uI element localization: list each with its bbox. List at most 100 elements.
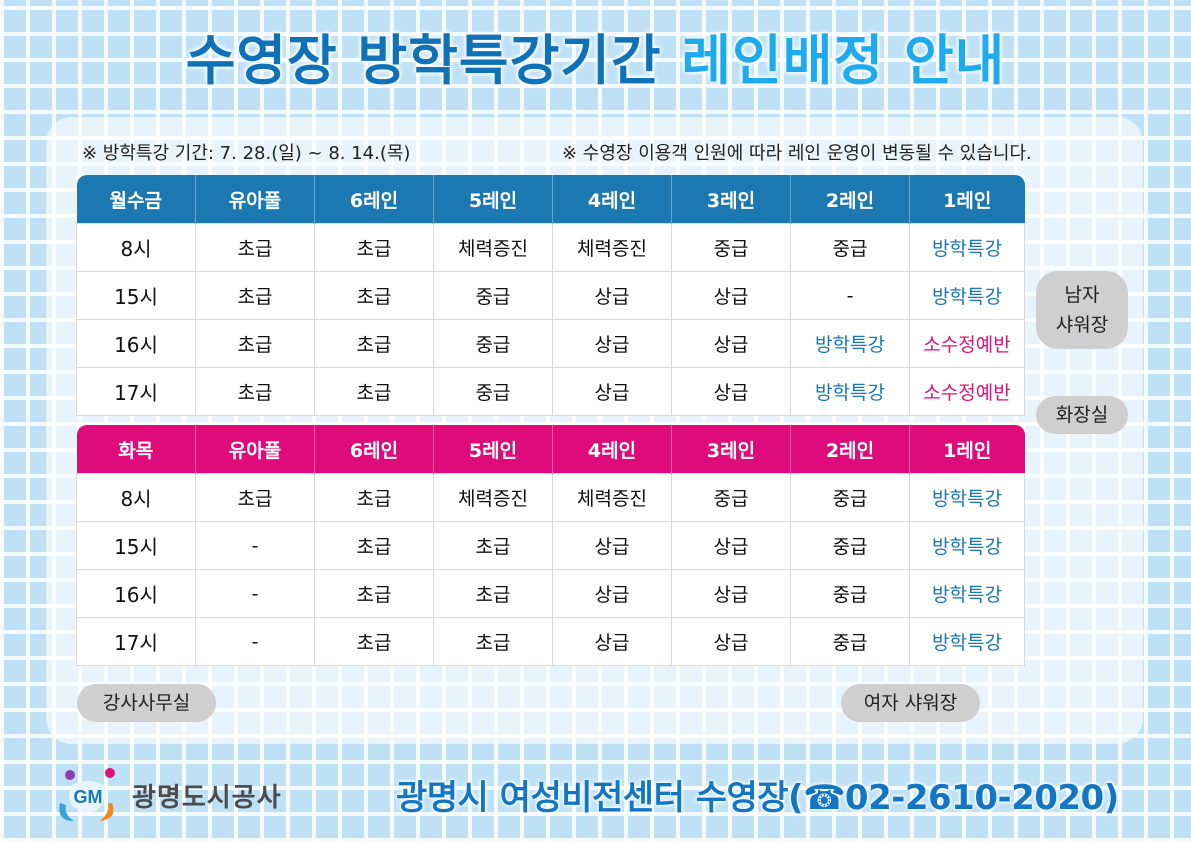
tt-lane-cell: 방학특강: [909, 569, 1025, 618]
lane-change-notice: ※ 수영장 이용객 인원에 따라 레인 운영이 변동될 수 있습니다.: [562, 143, 1032, 164]
footer-contact: 광명시 여성비전센터 수영장(☎02-2610-2020): [396, 778, 1119, 818]
tt-lane-cell: 중급: [790, 617, 910, 666]
mwf-header-cell: 4레인: [552, 175, 672, 224]
instructor-office-label: 강사사무실: [77, 684, 216, 722]
tt-lane-cell: 상급: [671, 617, 791, 666]
tt-header-cell: 5레인: [433, 425, 553, 474]
special-period-note: ※ 방학특강 기간: 7. 28.(일) ~ 8. 14.(목): [82, 143, 411, 164]
tt-header-cell: 유아풀: [195, 425, 315, 474]
title-part2: 레인배정 안내: [681, 29, 1006, 92]
company-logo: GM 광명도시공사: [52, 763, 312, 823]
tt-time-cell: 8시: [76, 473, 196, 522]
tt-header-cell: 화목: [76, 425, 196, 474]
tt-header-cell: 1레인: [909, 425, 1025, 474]
mwf-lane-cell: 방학특강: [909, 271, 1025, 320]
mwf-table-row: 8시 초급 초급 체력증진 체력증진 중급 중급 방학특강: [76, 223, 1025, 272]
mwf-lane-cell: 초급: [314, 319, 434, 368]
mwf-lane-cell: 초급: [195, 223, 315, 272]
mwf-lane-cell: 상급: [552, 367, 672, 416]
mwf-header-cell: 월수금: [76, 175, 196, 224]
mwf-lane-cell: 상급: [671, 271, 791, 320]
women-shower-label: 여자 샤워장: [841, 684, 980, 722]
mwf-lane-cell: 방학특강: [909, 223, 1025, 272]
mwf-header-row: 월수금 유아풀 6레인 5레인 4레인 3레인 2레인 1레인: [76, 175, 1025, 224]
men-shower-line2: 샤워장: [1055, 314, 1109, 336]
mwf-header-cell: 1레인: [909, 175, 1025, 224]
tt-lane-cell: 중급: [671, 473, 791, 522]
men-shower-label: 남자 샤워장: [1036, 271, 1128, 349]
mwf-lane-cell: -: [790, 271, 910, 320]
mwf-lane-cell: 상급: [552, 271, 672, 320]
mwf-table-body: 8시 초급 초급 체력증진 체력증진 중급 중급 방학특강 15시 초급 초급 중급 상급 상급 - 방학특강…: [76, 223, 1025, 416]
mwf-time-cell: 15시: [76, 271, 196, 320]
mwf-table-row: 17시 초급 초급 중급 상급 상급 방학특강 소수정예반: [76, 367, 1025, 416]
mwf-lane-cell: 중급: [790, 223, 910, 272]
mwf-header-cell: 5레인: [433, 175, 553, 224]
tt-lane-cell: 방학특강: [909, 617, 1025, 666]
logo-mark-text: GM: [74, 787, 103, 807]
tt-lane-cell: 중급: [790, 521, 910, 570]
restroom-label: 화장실: [1036, 396, 1128, 434]
mwf-time-cell: 16시: [76, 319, 196, 368]
tt-lane-cell: 초급: [195, 473, 315, 522]
tt-lane-cell: 방학특강: [909, 521, 1025, 570]
tt-lane-cell: 상급: [552, 521, 672, 570]
tt-header-cell: 4레인: [552, 425, 672, 474]
mwf-lane-cell: 초급: [195, 319, 315, 368]
tt-lane-cell: 초급: [314, 521, 434, 570]
mwf-lane-cell: 초급: [195, 271, 315, 320]
page-title: 수영장 방학특강기간 레인배정 안내: [0, 26, 1191, 96]
mwf-time-cell: 17시: [76, 367, 196, 416]
mwf-lane-cell: 상급: [671, 319, 791, 368]
tt-lane-cell: -: [195, 521, 315, 570]
mwf-lane-cell: 중급: [671, 223, 791, 272]
tt-table-row: 16시 - 초급 초급 상급 상급 중급 방학특강: [76, 569, 1025, 618]
mwf-table-row: 15시 초급 초급 중급 상급 상급 - 방학특강: [76, 271, 1025, 320]
mwf-lane-table: 월수금 유아풀 6레인 5레인 4레인 3레인 2레인 1레인 8시 초급 초급 체력증진 체력증진 중…: [76, 175, 1025, 416]
tt-header-cell: 6레인: [314, 425, 434, 474]
tt-header-row: 화목 유아풀 6레인 5레인 4레인 3레인 2레인 1레인: [76, 425, 1025, 474]
tt-time-cell: 17시: [76, 617, 196, 666]
tt-time-cell: 15시: [76, 521, 196, 570]
men-shower-line1: 남자: [1064, 284, 1100, 306]
mwf-header-cell: 유아풀: [195, 175, 315, 224]
tt-header-cell: 2레인: [790, 425, 910, 474]
tt-table-row: 15시 - 초급 초급 상급 상급 중급 방학특강: [76, 521, 1025, 570]
mwf-time-cell: 8시: [76, 223, 196, 272]
tt-lane-cell: 초급: [433, 617, 553, 666]
mwf-lane-cell: 상급: [552, 319, 672, 368]
mwf-lane-cell: 상급: [671, 367, 791, 416]
tt-header-cell: 3레인: [671, 425, 791, 474]
tt-table-row: 17시 - 초급 초급 상급 상급 중급 방학특강: [76, 617, 1025, 666]
title-part1: 수영장 방학특강기간: [185, 29, 662, 92]
mwf-lane-cell: 중급: [433, 367, 553, 416]
mwf-table-row: 16시 초급 초급 중급 상급 상급 방학특강 소수정예반: [76, 319, 1025, 368]
mwf-lane-cell: 중급: [433, 271, 553, 320]
mwf-header-cell: 6레인: [314, 175, 434, 224]
mwf-lane-cell: 방학특강: [790, 319, 910, 368]
mwf-header-cell: 3레인: [671, 175, 791, 224]
tt-table-body: 8시 초급 초급 체력증진 체력증진 중급 중급 방학특강 15시 - 초급 초급 상급 상급 중급 방학특강…: [76, 473, 1025, 666]
mwf-lane-cell: 초급: [195, 367, 315, 416]
tt-lane-cell: 상급: [552, 617, 672, 666]
tt-lane-cell: 중급: [790, 473, 910, 522]
tt-lane-cell: 중급: [790, 569, 910, 618]
mwf-lane-cell: 소수정예반: [909, 367, 1025, 416]
tt-lane-cell: 초급: [433, 569, 553, 618]
tt-lane-cell: 상급: [671, 521, 791, 570]
mwf-lane-cell: 체력증진: [552, 223, 672, 272]
tt-lane-cell: 초급: [314, 569, 434, 618]
mwf-header-cell: 2레인: [790, 175, 910, 224]
tt-lane-cell: 방학특강: [909, 473, 1025, 522]
gm-logo-icon: GM: [59, 768, 115, 821]
tt-lane-cell: -: [195, 569, 315, 618]
mwf-lane-cell: 중급: [433, 319, 553, 368]
tt-lane-cell: 상급: [671, 569, 791, 618]
tt-lane-cell: 초급: [433, 521, 553, 570]
mwf-lane-cell: 초급: [314, 223, 434, 272]
tt-lane-cell: 상급: [552, 569, 672, 618]
tt-lane-cell: -: [195, 617, 315, 666]
tt-lane-cell: 체력증진: [433, 473, 553, 522]
tt-lane-table: 화목 유아풀 6레인 5레인 4레인 3레인 2레인 1레인 8시 초급 초급 체력증진 체력증진 중급…: [76, 425, 1025, 666]
tt-lane-cell: 초급: [314, 617, 434, 666]
